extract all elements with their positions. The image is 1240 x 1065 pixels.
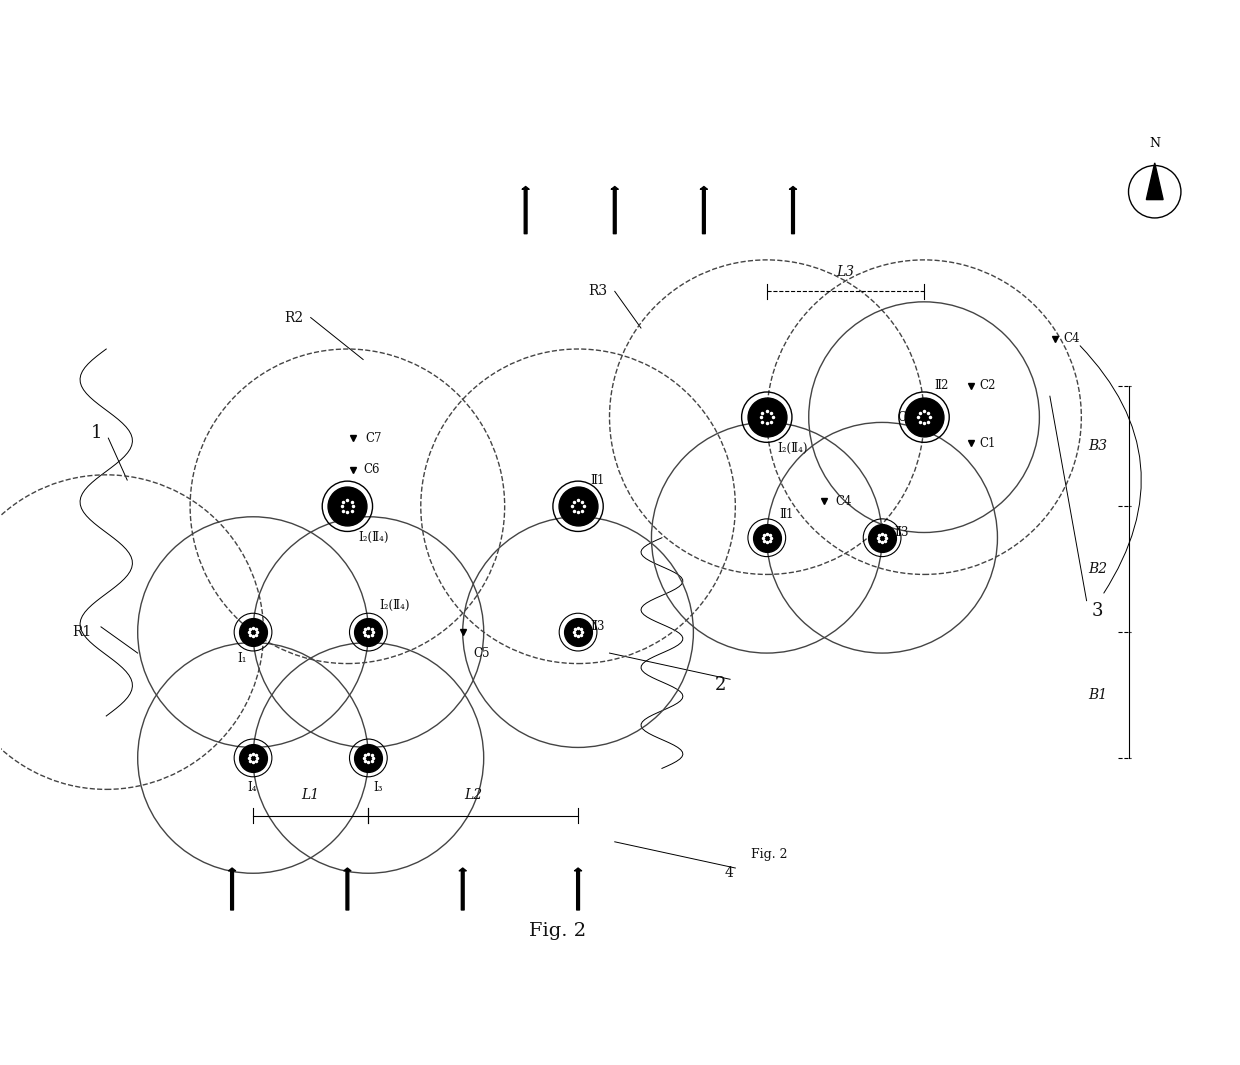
Text: Ⅱ2: Ⅱ2 (935, 379, 949, 392)
Text: N: N (1149, 136, 1161, 150)
Text: 2: 2 (714, 675, 725, 693)
Text: I₂(Ⅱ₄): I₂(Ⅱ₄) (379, 600, 409, 612)
Text: L1: L1 (301, 788, 320, 802)
Text: C4: C4 (835, 494, 852, 508)
Text: R3: R3 (589, 284, 608, 298)
Polygon shape (1146, 163, 1163, 199)
Text: 1: 1 (91, 424, 102, 442)
Text: R1: R1 (73, 625, 92, 639)
Text: L2: L2 (464, 788, 482, 802)
Text: I₂(Ⅱ₄): I₂(Ⅱ₄) (358, 531, 388, 544)
Text: I₂(Ⅱ₄): I₂(Ⅱ₄) (777, 442, 807, 455)
Text: C2: C2 (980, 379, 996, 392)
Text: Fig. 2: Fig. 2 (528, 922, 585, 940)
Text: B3: B3 (1089, 439, 1107, 453)
Text: C4: C4 (1064, 332, 1080, 345)
Text: L3: L3 (836, 265, 854, 279)
Text: C3: C3 (898, 411, 914, 424)
Text: C1: C1 (980, 437, 996, 449)
Text: I₄: I₄ (248, 781, 257, 793)
Text: 3: 3 (1092, 602, 1104, 620)
Text: I₃: I₃ (373, 781, 383, 793)
Text: Ⅱ3: Ⅱ3 (895, 526, 909, 539)
Text: I₁: I₁ (237, 652, 247, 665)
Text: B1: B1 (1089, 688, 1107, 702)
Text: Ⅱ3: Ⅱ3 (590, 621, 605, 634)
Text: Fig. 2: Fig. 2 (751, 848, 787, 861)
Text: C6: C6 (363, 463, 379, 476)
Text: Ⅱ1: Ⅱ1 (590, 474, 605, 487)
Text: 4: 4 (725, 866, 734, 881)
Text: B2: B2 (1089, 562, 1107, 576)
Text: Ⅱ1: Ⅱ1 (780, 508, 794, 521)
Text: R2: R2 (284, 311, 304, 325)
Text: C5: C5 (474, 646, 490, 659)
Text: C7: C7 (366, 431, 382, 444)
